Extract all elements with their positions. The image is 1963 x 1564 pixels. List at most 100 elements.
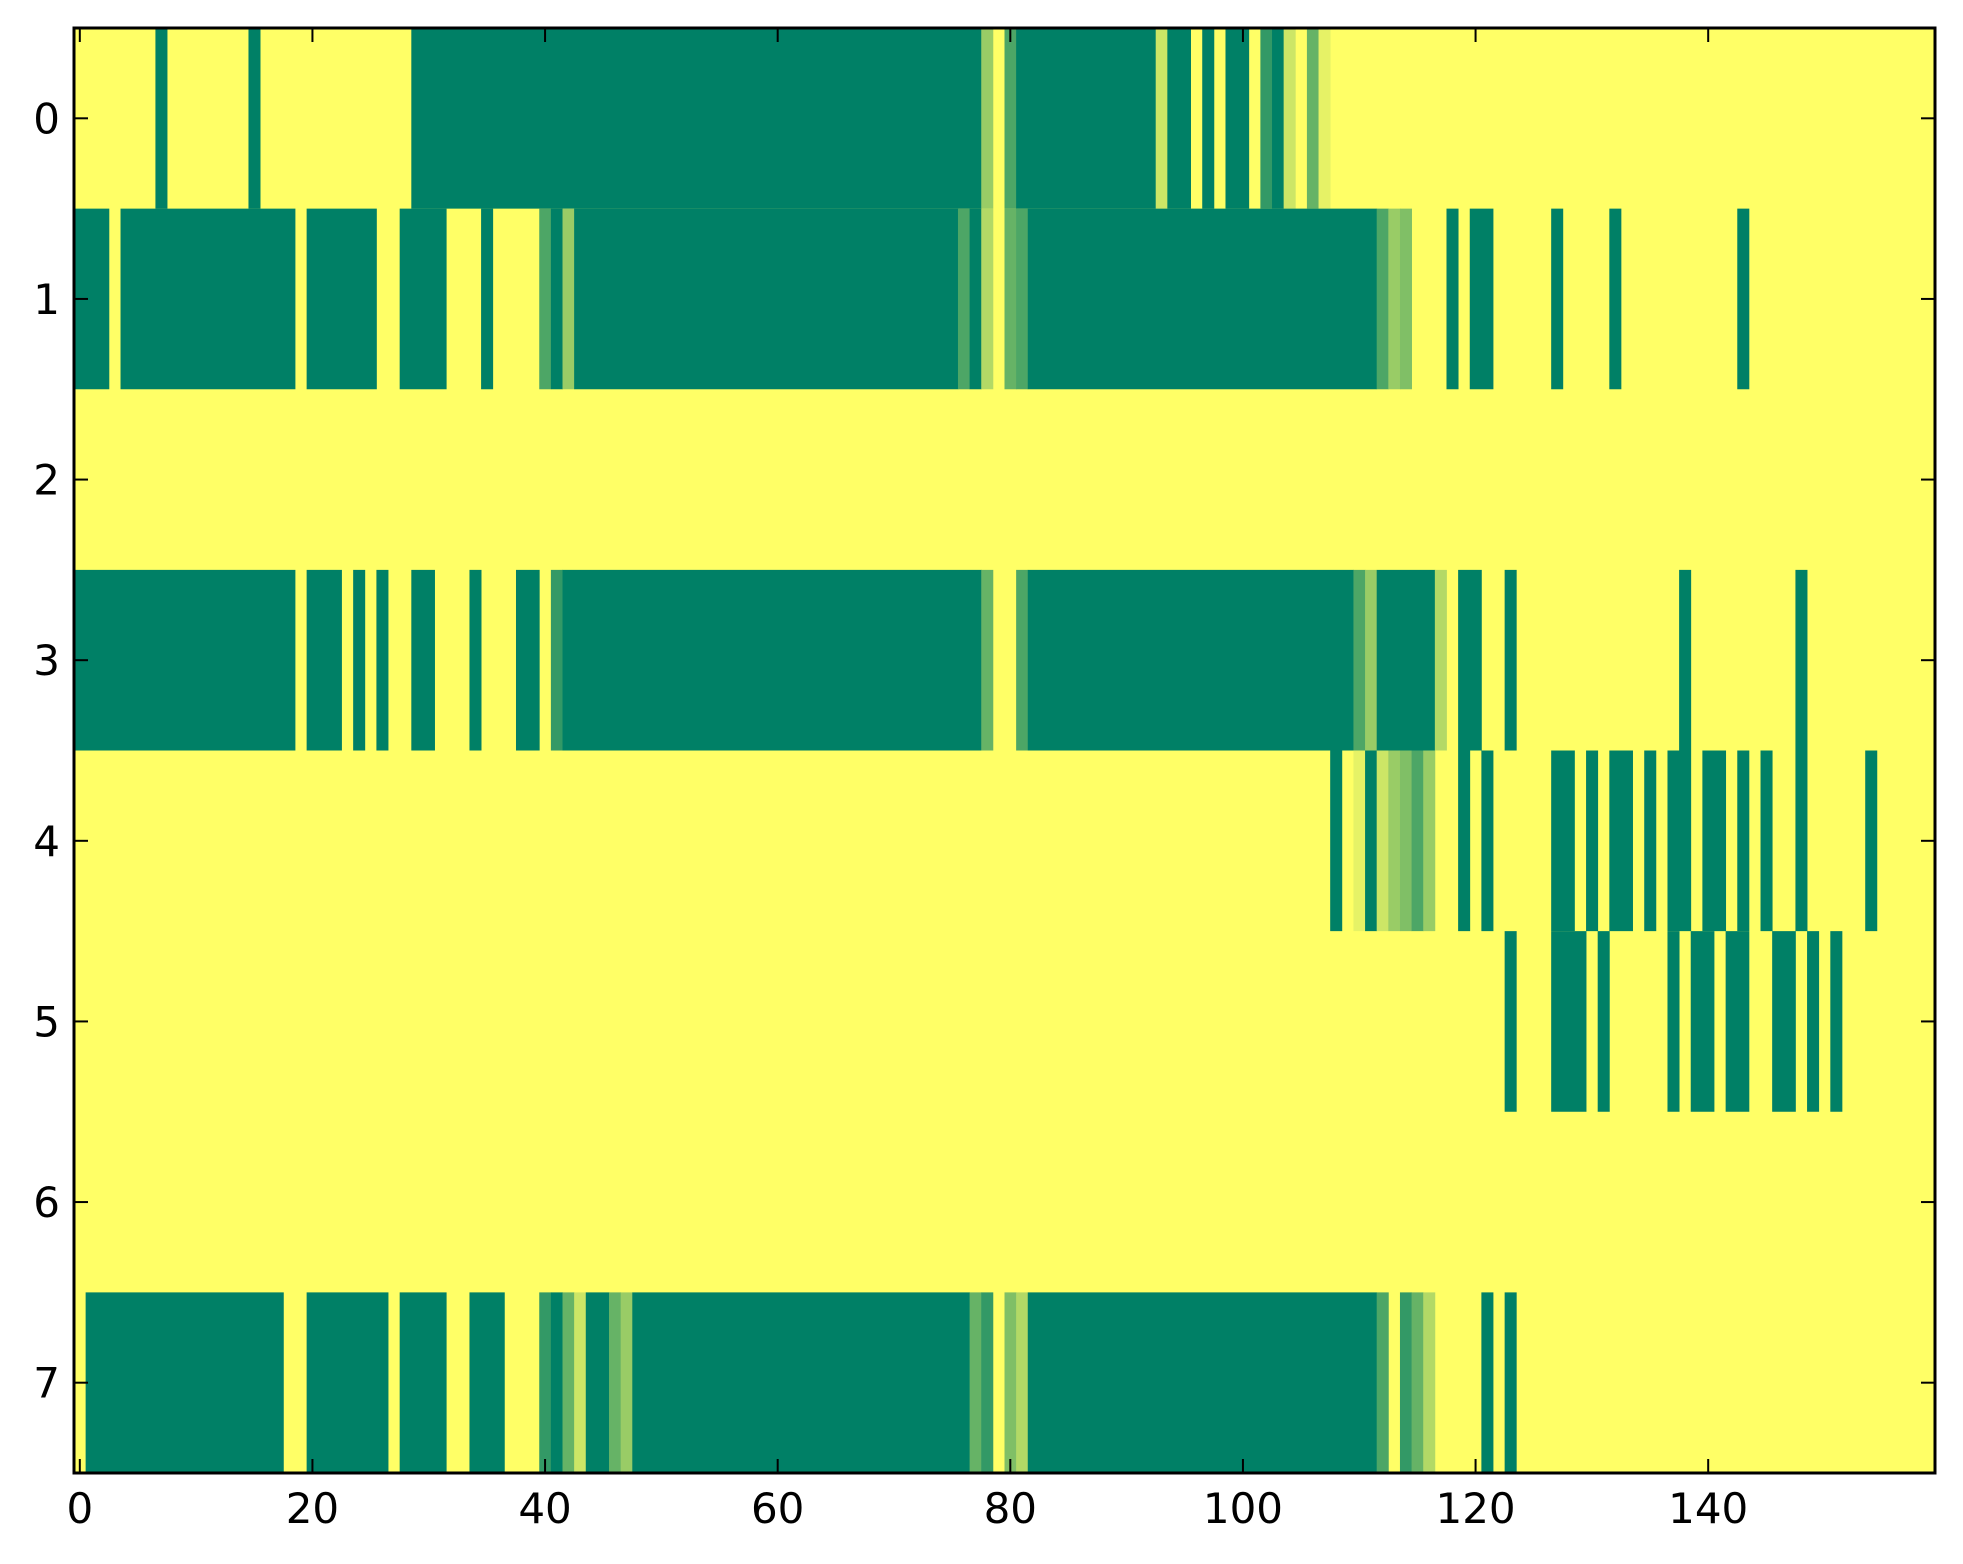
heatmap-cell bbox=[1272, 28, 1285, 209]
heatmap-cell bbox=[1609, 750, 1633, 932]
heatmap-cell bbox=[1027, 1292, 1378, 1474]
heatmap-cell bbox=[1795, 750, 1808, 932]
heatmap-cell bbox=[1481, 750, 1494, 932]
heatmap-cell bbox=[1644, 750, 1657, 932]
heatmap-cell bbox=[306, 569, 342, 751]
x-axis: 0 20 40 60 80 100 120 140 bbox=[66, 28, 1748, 1533]
heatmap-cell bbox=[981, 208, 994, 390]
heatmap-cell bbox=[74, 569, 296, 751]
heatmap-cell bbox=[1504, 931, 1517, 1112]
heatmap-cell bbox=[1330, 750, 1343, 932]
y-tick-label: 1 bbox=[33, 275, 60, 324]
heatmap-cell bbox=[1446, 208, 1459, 390]
heatmap-cell bbox=[1830, 931, 1843, 1112]
heatmap-cell bbox=[1411, 1292, 1424, 1474]
heatmap-cells bbox=[74, 28, 1935, 1474]
heatmap-cell bbox=[1597, 931, 1610, 1112]
y-tick-label: 0 bbox=[33, 94, 60, 143]
heatmap-cell bbox=[1365, 750, 1378, 932]
x-tick-label: 120 bbox=[1435, 1484, 1515, 1533]
heatmap-cell bbox=[1551, 931, 1587, 1112]
heatmap-cell bbox=[1679, 569, 1692, 751]
y-tick-label: 5 bbox=[33, 997, 60, 1046]
y-tick-label: 6 bbox=[33, 1178, 60, 1227]
heatmap-cell bbox=[620, 1292, 633, 1474]
heatmap-cell bbox=[1504, 569, 1517, 751]
heatmap-cell bbox=[632, 1292, 971, 1474]
heatmap-cell bbox=[120, 208, 296, 390]
heatmap-cell bbox=[1016, 569, 1029, 751]
heatmap-cell bbox=[1551, 750, 1575, 932]
heatmap-cell bbox=[1690, 931, 1715, 1112]
x-tick-label: 140 bbox=[1668, 1484, 1748, 1533]
heatmap-cell bbox=[1772, 931, 1796, 1112]
heatmap-cell bbox=[248, 28, 261, 209]
heatmap-cell bbox=[1760, 750, 1773, 932]
y-axis: 0 1 2 3 4 5 6 7 bbox=[33, 94, 1935, 1408]
heatmap-cell bbox=[550, 569, 563, 751]
heatmap-cell bbox=[1737, 208, 1750, 390]
y-tick-label: 3 bbox=[33, 636, 60, 685]
heatmap-cell bbox=[1423, 750, 1436, 932]
heatmap-cell bbox=[1353, 569, 1366, 751]
heatmap-cell bbox=[306, 1292, 389, 1474]
heatmap-cell bbox=[550, 1292, 563, 1474]
heatmap-cell bbox=[353, 569, 366, 751]
heatmap-cell bbox=[469, 1292, 505, 1474]
heatmap-cell bbox=[1004, 208, 1017, 390]
heatmap-cell bbox=[85, 1292, 284, 1474]
heatmap-cell bbox=[481, 208, 494, 390]
heatmap-cell bbox=[562, 1292, 575, 1474]
heatmap-cell bbox=[1458, 750, 1471, 932]
heatmap-cell bbox=[1167, 28, 1191, 209]
heatmap-cell bbox=[1609, 208, 1622, 390]
heatmap-cell bbox=[515, 569, 540, 751]
heatmap-cell bbox=[1423, 1292, 1436, 1474]
heatmap-cell bbox=[1376, 208, 1389, 390]
heatmap-cell bbox=[585, 1292, 610, 1474]
heatmap-cell bbox=[1004, 1292, 1017, 1474]
heatmap-cell bbox=[1016, 208, 1029, 390]
heatmap-cell bbox=[562, 208, 575, 390]
heatmap-cell bbox=[1586, 750, 1599, 932]
heatmap-cell bbox=[562, 569, 982, 751]
heatmap-cell bbox=[981, 1292, 994, 1474]
heatmap-cell bbox=[969, 208, 982, 390]
heatmap-cell bbox=[1469, 208, 1494, 390]
heatmap-cell bbox=[1865, 750, 1878, 932]
y-tick-label: 2 bbox=[33, 456, 60, 505]
heatmap-cell bbox=[1667, 750, 1692, 932]
heatmap-cell bbox=[1318, 28, 1331, 209]
heatmap-cell bbox=[981, 28, 994, 209]
heatmap-cell bbox=[1353, 750, 1366, 932]
heatmap-cell bbox=[1027, 569, 1354, 751]
heatmap-cell bbox=[574, 1292, 587, 1474]
x-tick-label: 60 bbox=[751, 1484, 804, 1533]
heatmap-cell bbox=[1016, 1292, 1029, 1474]
heatmap-cell bbox=[1725, 931, 1750, 1112]
heatmap-cell bbox=[306, 208, 377, 390]
heatmap-cell bbox=[539, 208, 552, 390]
heatmap-cell bbox=[1283, 28, 1296, 209]
heatmap-cell bbox=[1481, 1292, 1494, 1474]
heatmap-cell bbox=[1411, 750, 1424, 932]
y-tick-label: 4 bbox=[33, 817, 60, 866]
x-tick-label: 100 bbox=[1203, 1484, 1283, 1533]
heatmap-cell bbox=[399, 208, 447, 390]
heatmap-cell bbox=[609, 1292, 622, 1474]
heatmap-cell bbox=[1399, 1292, 1412, 1474]
heatmap-cell bbox=[1737, 750, 1750, 932]
heatmap-cell bbox=[1551, 208, 1564, 390]
plot-frame bbox=[72, 26, 1937, 1475]
heatmap-cell bbox=[1504, 1292, 1517, 1474]
heatmap-cell bbox=[155, 28, 168, 209]
x-tick-label: 0 bbox=[66, 1484, 93, 1533]
heatmap-cell bbox=[1795, 569, 1808, 751]
heatmap-cell bbox=[1202, 28, 1215, 209]
x-tick-label: 40 bbox=[518, 1484, 571, 1533]
x-tick-label: 80 bbox=[984, 1484, 1037, 1533]
heatmap-cell bbox=[1016, 28, 1157, 209]
heatmap-cell bbox=[1155, 28, 1168, 209]
heatmap-cell bbox=[1388, 208, 1401, 390]
